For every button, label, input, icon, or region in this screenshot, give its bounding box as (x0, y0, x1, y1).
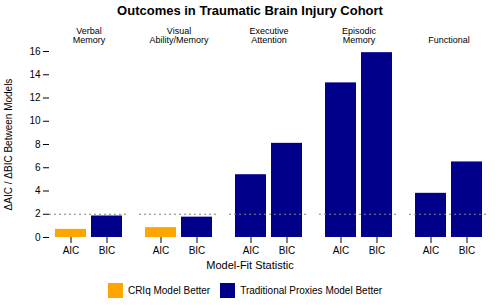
svg-text:8: 8 (35, 139, 41, 150)
svg-text:VerbalMemory: VerbalMemory (73, 26, 106, 45)
svg-text:Functional: Functional (428, 35, 470, 45)
html-text:Outcomes in Traumatic Brain In: Outcomes in Traumatic Brain Injury Cohor… (117, 3, 383, 18)
svg-text:ExecutiveAttention: ExecutiveAttention (249, 26, 288, 45)
svg-text:BIC: BIC (99, 245, 116, 256)
html-text:Traditional Proxies Model Bett: Traditional Proxies Model Better (240, 285, 383, 296)
svg-text:16: 16 (29, 46, 41, 57)
svg-text:VisualAbility/Memory: VisualAbility/Memory (149, 26, 209, 45)
svg-text:EpisodicMemory: EpisodicMemory (342, 26, 377, 45)
svg-text:AIC: AIC (243, 245, 260, 256)
svg-text:AIC: AIC (153, 245, 170, 256)
html-text:Model-Fit Statistic: Model-Fit Statistic (206, 259, 294, 271)
svg-text:BIC: BIC (189, 245, 206, 256)
svg-text:ΔAIC / ΔBIC Between Models: ΔAIC / ΔBIC Between Models (3, 79, 14, 211)
svg-text:AIC: AIC (63, 245, 80, 256)
svg-text:BIC: BIC (369, 245, 386, 256)
svg-text:AIC: AIC (423, 245, 440, 256)
svg-text:BIC: BIC (459, 245, 476, 256)
svg-text:4: 4 (35, 185, 41, 196)
svg-text:AIC: AIC (333, 245, 350, 256)
svg-text:BIC: BIC (279, 245, 296, 256)
svg-text:2: 2 (35, 208, 41, 219)
html-text:CRIq Model Better: CRIq Model Better (127, 285, 211, 296)
svg-text:6: 6 (35, 162, 41, 173)
svg-text:14: 14 (29, 69, 41, 80)
svg-text:12: 12 (29, 92, 41, 103)
svg-text:10: 10 (29, 115, 41, 126)
svg-text:0: 0 (35, 232, 41, 243)
